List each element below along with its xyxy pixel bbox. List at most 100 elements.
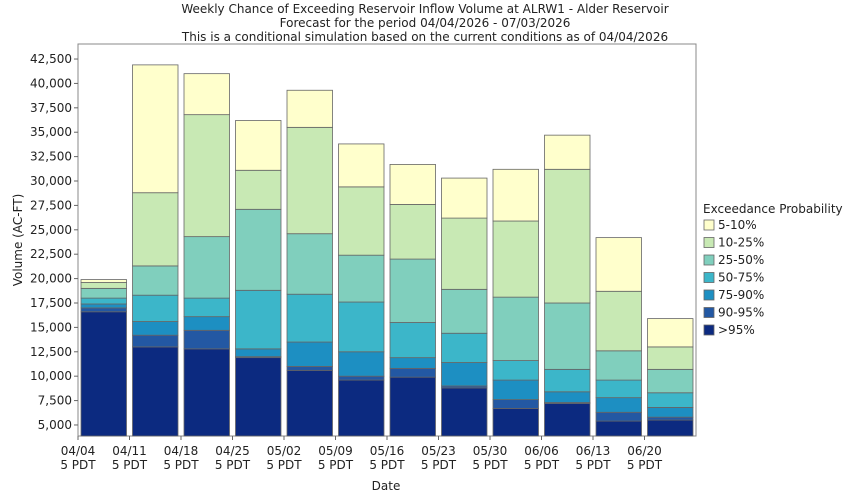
y-tick-label: 35,000 [30,125,72,139]
legend-swatch [703,307,715,318]
y-tick-label: 30,000 [30,174,72,188]
bar-segment [492,360,539,381]
legend-swatch [703,324,715,336]
bar-segment [595,397,642,413]
bar-segment [235,357,282,437]
bar-segment [647,416,694,421]
bar-segment [492,379,539,401]
y-tick-label: 15,000 [30,320,72,334]
y-tick-label: 10,000 [30,369,72,383]
bar-segment [389,376,436,437]
y-tick-label: 7,500 [38,394,72,408]
bar-segment [441,387,488,437]
bar-segment [492,399,539,409]
bar-segment [183,329,230,350]
bar-segment [544,368,591,393]
bar-segment [338,186,385,256]
legend-swatch [703,289,715,301]
bar-segment [80,282,127,289]
y-tick-label: 37,500 [30,101,72,115]
y-tick-label: 17,500 [30,296,72,310]
x-tick-label: 04/04 5 PDT [60,444,96,472]
legend-label: 90-95% [718,306,764,320]
y-tick-label: 22,500 [30,247,72,261]
bar-segment [647,419,694,437]
bar-segment [492,220,539,298]
x-tick-label: 05/02 5 PDT [266,444,302,472]
legend-label: 25-50% [718,253,764,267]
y-tick-label: 32,500 [30,150,72,164]
bar-segment [595,379,642,399]
bar-segment [338,301,385,353]
bar-segment [647,407,694,418]
legend-label: 5-10% [718,218,757,232]
bar-segment [389,367,436,378]
bar-segment [544,403,591,437]
bar-segment [286,366,333,371]
bar-segment [647,346,694,370]
bar-segment [441,362,488,387]
bar-segment [441,217,488,290]
legend-swatch [703,219,715,231]
y-tick-label: 5,000 [38,418,72,432]
chart-title: Weekly Chance of Exceeding Reservoir Inf… [181,2,668,16]
bar-segment [544,302,591,370]
bar-segment [286,126,333,235]
bar-segment [235,348,282,358]
bar-segment [389,164,436,205]
legend-title: Exceedance Probability [703,202,843,216]
y-tick-label: 20,000 [30,272,72,286]
y-axis-label: Volume (AC-FT) [11,194,25,287]
bar-segment [80,287,127,299]
x-tick-label: 05/16 5 PDT [369,444,405,472]
bar-segment [235,208,282,291]
bar-segment [132,64,179,194]
legend-label: 10-25% [718,236,764,250]
x-tick-label: 04/11 5 PDT [111,444,148,472]
bar-segment [132,321,179,336]
bar-segment [132,265,179,296]
bar-segment [647,368,694,394]
bar-segment [183,297,230,318]
bar-segment [183,316,230,331]
bar-segment [544,134,591,170]
bar-segment [647,392,694,408]
bar-segment [441,288,488,334]
bar-segment [595,237,642,292]
y-tick-label: 42,500 [30,52,72,66]
bar-segment [544,168,591,304]
bar-segment [235,289,282,350]
legend-label: >95% [718,323,755,337]
bar-segment [286,233,333,295]
y-tick-label: 25,000 [30,223,72,237]
bar-segment [80,307,127,313]
bar-segment [183,236,230,299]
bar-segment [492,296,539,361]
legend-label: 75-90% [718,288,764,302]
bar-segment [286,341,333,367]
bar-segment [338,375,385,381]
bar-segment [286,293,333,343]
bar-segment [492,168,539,222]
bar-segment [286,89,333,128]
x-axis-label: Date [372,479,401,493]
bar-segment [338,351,385,377]
legend-swatch [703,254,715,266]
bar-segment [183,114,230,238]
legend-swatch [703,237,715,248]
bar-segment [441,332,488,363]
bar-segment [235,169,282,210]
bar-segment [441,177,488,219]
bar-segment [338,143,385,188]
y-tick-label: 27,500 [30,198,72,212]
x-tick-label: 05/30 5 PDT [472,444,508,472]
x-tick-label: 05/23 5 PDT [420,444,457,472]
chart-subtitle: Forecast for the period 04/04/2026 - 07/… [280,16,571,30]
bar-segment [389,258,436,323]
x-tick-label: 04/18 5 PDT [163,444,199,472]
bar-segment [544,391,591,403]
legend-label: 50-75% [718,271,764,285]
x-tick-label: 04/25 5 PDT [214,444,251,472]
